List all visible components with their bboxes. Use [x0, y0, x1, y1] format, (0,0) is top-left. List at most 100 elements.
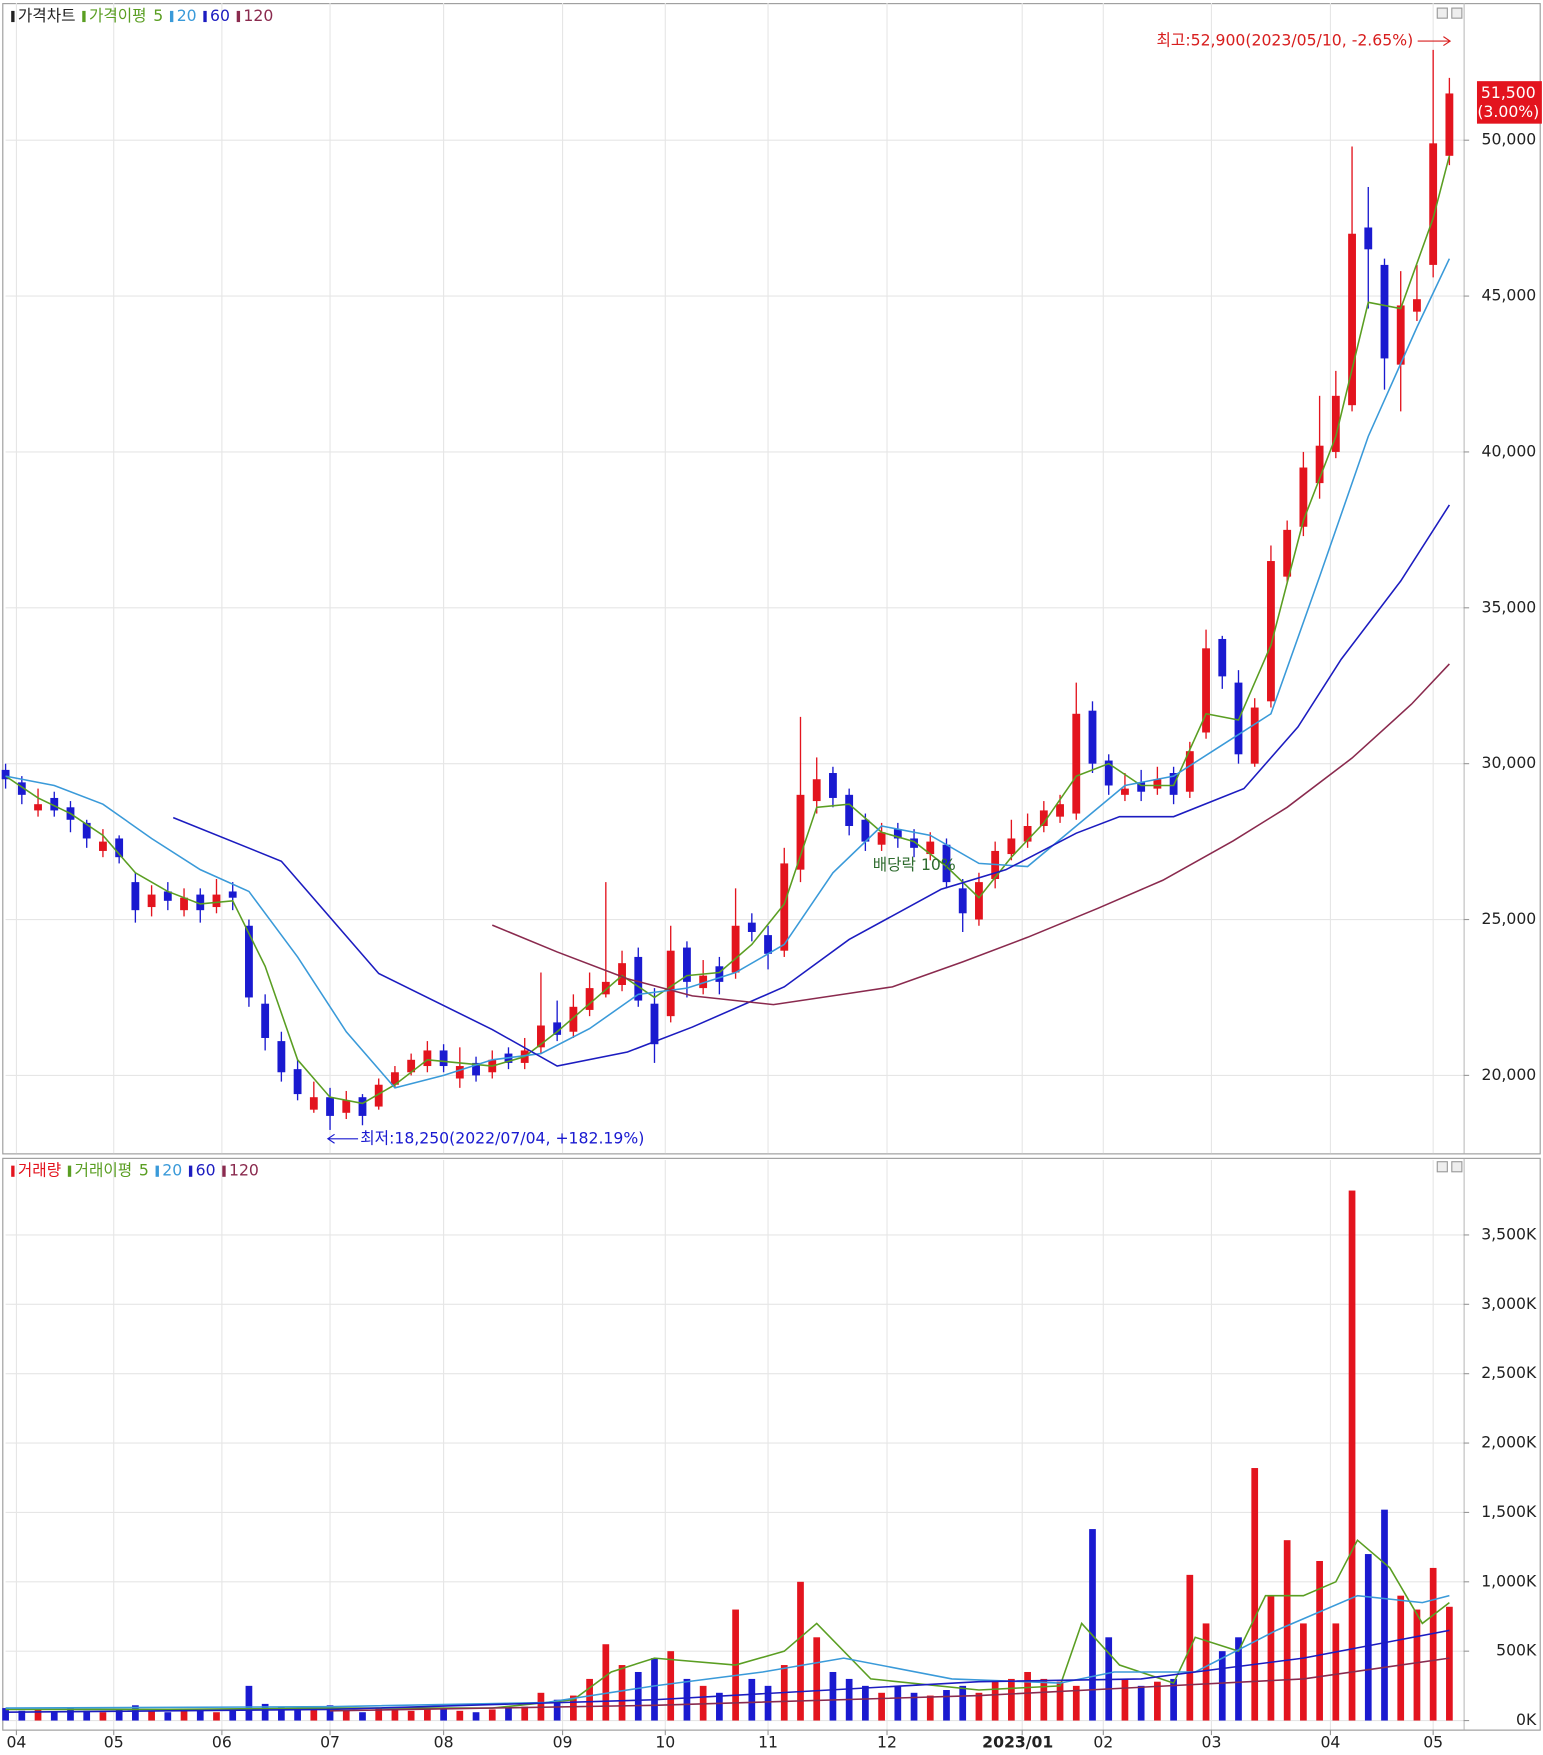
volume-panel-frame — [2, 1157, 1541, 1731]
volume-bar — [472, 1712, 480, 1721]
candle-body — [50, 797, 59, 811]
candle-body — [196, 894, 205, 911]
volume-bar — [278, 1706, 285, 1721]
candle-body — [715, 966, 724, 982]
candle-body — [245, 925, 253, 998]
candle-body — [1348, 233, 1356, 406]
candle-body — [82, 822, 91, 839]
legend-marker — [82, 10, 86, 23]
volume-bar — [1251, 1468, 1259, 1721]
volume-bar — [943, 1690, 950, 1721]
annotation-arrow — [326, 1133, 359, 1144]
volume-bar — [1154, 1681, 1161, 1721]
candle-body — [455, 1066, 464, 1079]
volume-bar — [716, 1692, 723, 1721]
candle-body — [877, 832, 886, 845]
candle-body — [1396, 305, 1405, 365]
candle-body — [1088, 710, 1097, 764]
volume-bar — [148, 1710, 155, 1721]
minimize-button[interactable] — [1436, 1161, 1448, 1173]
volume-bar — [1267, 1595, 1275, 1721]
candle-body — [1364, 227, 1373, 250]
event-annotation: 배당락 10% — [873, 855, 956, 874]
volume-bar — [18, 1710, 26, 1721]
legend-marker — [169, 10, 174, 23]
candle-body — [764, 935, 772, 954]
candle-body — [309, 1097, 318, 1110]
volume-bar — [505, 1708, 512, 1721]
candle-body — [472, 1062, 480, 1076]
candle-body — [1429, 143, 1438, 265]
volume-bar — [602, 1644, 610, 1721]
candle-body — [812, 779, 821, 802]
x-tick-label: 02 — [1093, 1732, 1113, 1751]
legend-marker — [222, 1165, 226, 1177]
legend-marker — [11, 10, 15, 23]
candle-body — [829, 773, 837, 798]
volume-bar — [50, 1712, 58, 1721]
volume-bar — [440, 1709, 447, 1721]
candle-body — [537, 1025, 545, 1048]
legend-label: 거래량 — [18, 1161, 61, 1180]
minimize-button[interactable] — [1436, 7, 1448, 19]
candle-body — [358, 1097, 367, 1116]
candle-body — [553, 1022, 562, 1035]
low-annotation: 최저:18,250(2022/07/04, +182.19%) — [360, 1128, 644, 1147]
volume-bar — [813, 1637, 821, 1721]
close-button[interactable] — [1451, 1161, 1463, 1173]
x-tick-label: 2023/01 — [982, 1732, 1053, 1751]
candle-body — [1056, 804, 1064, 817]
y-tick-label: 1,000K — [1481, 1571, 1537, 1590]
candle-body — [634, 956, 643, 1001]
candle-body — [163, 891, 172, 901]
candle-body — [1072, 713, 1081, 814]
volume-bar — [1121, 1678, 1129, 1721]
volume-bar — [407, 1710, 415, 1721]
y-tick-label: 25,000 — [1481, 909, 1536, 928]
candle-body — [958, 888, 967, 914]
y-tick-label: 1,500K — [1481, 1502, 1537, 1521]
legend-label: 60 — [196, 1161, 216, 1180]
legend-marker — [203, 10, 207, 23]
y-tick-label: 500K — [1496, 1641, 1537, 1660]
volume-bar — [991, 1681, 999, 1721]
moving-average-line — [5, 1629, 1450, 1714]
volume-bar — [959, 1685, 967, 1721]
close-button[interactable] — [1451, 7, 1463, 19]
candle-body — [342, 1100, 351, 1113]
volume-bar — [164, 1712, 172, 1721]
candle-body — [131, 882, 140, 911]
candle-body — [1445, 93, 1454, 156]
volume-bar — [586, 1678, 593, 1721]
x-tick-label: 11 — [758, 1732, 778, 1751]
candle-body — [1299, 467, 1308, 527]
x-tick-label: 04 — [6, 1732, 26, 1751]
candle-body — [1218, 638, 1227, 677]
candle-body — [374, 1084, 383, 1107]
volume-bar — [375, 1708, 383, 1721]
volume-bar — [829, 1671, 837, 1721]
candle-body — [618, 963, 626, 985]
y-tick-label: 3,500K — [1481, 1224, 1537, 1243]
volume-bar — [1429, 1567, 1437, 1721]
volume-bar — [1364, 1554, 1372, 1721]
candle-body — [1137, 782, 1146, 792]
y-tick-label: 3,000K — [1481, 1294, 1537, 1313]
volume-bar — [180, 1709, 188, 1721]
y-tick-label: 2,500K — [1481, 1363, 1537, 1382]
volume-bar — [1202, 1623, 1210, 1721]
candle-body — [1, 769, 10, 780]
x-tick-label: 05 — [104, 1732, 124, 1751]
candle-body — [228, 891, 237, 898]
volume-bar — [1137, 1685, 1145, 1721]
candle-body — [683, 947, 691, 982]
y-tick-label: 45,000 — [1481, 286, 1536, 305]
volume-bar — [1283, 1540, 1291, 1721]
legend-label: 120 — [243, 6, 273, 25]
volume-bar — [667, 1651, 675, 1721]
candle-body — [277, 1041, 286, 1073]
candle-body — [1250, 707, 1259, 764]
volume-bar — [1235, 1637, 1242, 1721]
